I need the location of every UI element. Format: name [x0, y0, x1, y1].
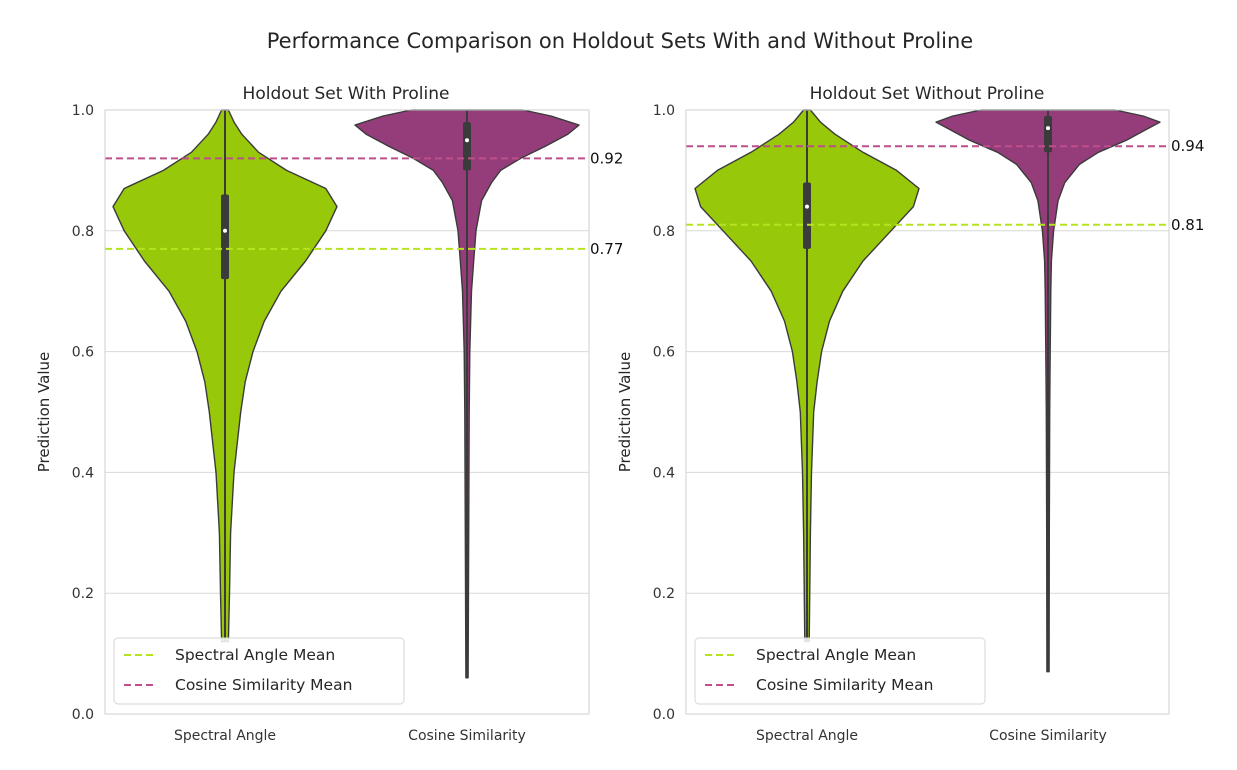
x-tick-label-cosine-similarity: Cosine Similarity: [989, 728, 1107, 744]
panel-title: Holdout Set With Proline: [243, 84, 450, 104]
y-tick-label: 1.0: [72, 103, 94, 119]
x-tick-label-spectral-angle: Spectral Angle: [756, 728, 858, 744]
median-dot-spectral-angle: [805, 204, 809, 209]
legend: Spectral Angle Mean Cosine Similarity Mea…: [113, 637, 405, 705]
legend-label-cosine: Cosine Similarity Mean: [175, 676, 352, 694]
panel-without-proline: Holdout Set Without Proline Prediction V…: [616, 84, 1204, 744]
y-tick-label: 0.4: [653, 465, 675, 481]
y-tick-label: 0.2: [653, 586, 675, 602]
median-dot-cosine-similarity: [1046, 126, 1050, 131]
legend: Spectral Angle Mean Cosine Similarity Mea…: [694, 637, 986, 705]
legend-box: [694, 637, 986, 705]
iqr-box-spectral-angle: [803, 182, 811, 249]
figure-suptitle: Performance Comparison on Holdout Sets W…: [267, 29, 973, 53]
y-tick-label: 0.8: [653, 224, 675, 240]
mean-label-cosine-similarity: 0.92: [590, 149, 623, 167]
panel-with-proline: Holdout Set With Proline Prediction Valu…: [35, 84, 623, 744]
y-tick-label: 0.4: [72, 465, 94, 481]
iqr-box-cosine-similarity: [463, 122, 471, 171]
legend-label-spectral: Spectral Angle Mean: [175, 646, 335, 664]
iqr-box-spectral-angle: [221, 194, 229, 280]
y-tick-label: 0.0: [72, 707, 94, 723]
tick-labels: 0.0 0.2 0.4 0.6 0.8 1.0 Spectral Angle Cosine S…: [72, 103, 526, 744]
median-dot-cosine-similarity: [465, 138, 469, 143]
iqr-box-cosine-similarity: [1044, 116, 1052, 153]
y-tick-label: 0.0: [653, 707, 675, 723]
violins: [112, 109, 580, 679]
legend-box: [113, 637, 405, 705]
mean-lines: 0.81 0.94: [686, 137, 1204, 234]
x-tick-label-spectral-angle: Spectral Angle: [174, 728, 276, 744]
legend-label-spectral: Spectral Angle Mean: [756, 646, 916, 664]
x-tick-label-cosine-similarity: Cosine Similarity: [408, 728, 526, 744]
tick-labels: 0.0 0.2 0.4 0.6 0.8 1.0 Spectral Angle Cosine S…: [653, 103, 1107, 744]
panel-title: Holdout Set Without Proline: [810, 84, 1045, 104]
plot-frame: [104, 109, 590, 715]
mean-lines: 0.77 0.92: [105, 149, 623, 258]
y-axis-label: Prediction Value: [35, 352, 53, 472]
violins: [694, 109, 1161, 673]
y-tick-label: 0.8: [72, 224, 94, 240]
y-tick-label: 1.0: [653, 103, 675, 119]
y-tick-label: 0.6: [653, 345, 675, 361]
y-tick-label: 0.6: [72, 345, 94, 361]
legend-label-cosine: Cosine Similarity Mean: [756, 676, 933, 694]
y-axis-label: Prediction Value: [616, 352, 634, 472]
mean-label-cosine-similarity: 0.94: [1171, 137, 1204, 155]
median-dot-spectral-angle: [223, 228, 227, 233]
mean-label-spectral-angle: 0.77: [590, 240, 623, 258]
plot-frame: [685, 109, 1170, 715]
y-tick-label: 0.2: [72, 586, 94, 602]
mean-label-spectral-angle: 0.81: [1171, 216, 1204, 234]
